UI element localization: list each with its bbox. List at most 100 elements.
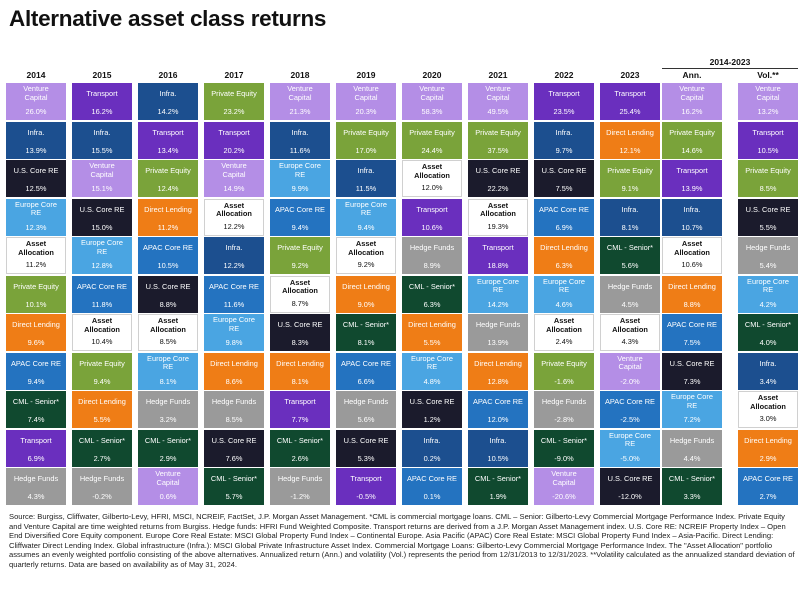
cell-2023-europe-core-re: Europe Core RE -5.0% — [600, 429, 660, 467]
cell-label: Hedge Funds — [13, 474, 59, 483]
cell-2023-infra: Infra. 8.1% — [600, 198, 660, 236]
cell-label: Europe Core RE — [213, 315, 255, 333]
cell-value: 2.4% — [555, 337, 573, 347]
cell-value: 8.5% — [159, 337, 177, 347]
cell-value: 6.3% — [423, 299, 441, 309]
cell-2021-cml-senior: CML - Senior* 1.9% — [468, 468, 528, 505]
cell-value: 2.9% — [159, 453, 177, 463]
cell-2022-cml-senior: CML - Senior* -9.0% — [534, 429, 594, 467]
cell-value: 8.8% — [159, 299, 177, 309]
cell-2015-venture-capital: Venture Capital 15.1% — [72, 160, 132, 197]
cell-label: Venture Capital — [617, 353, 643, 372]
cell-2020-private-equity: Private Equity 24.4% — [402, 121, 462, 159]
cell-label: CML - Senior* — [744, 320, 792, 329]
cell-2019-apac-core-re: APAC Core RE 6.6% — [336, 352, 396, 390]
cell-2022-apac-core-re: APAC Core RE 6.9% — [534, 198, 594, 236]
cell-2019-direct-lending: Direct Lending 9.0% — [336, 275, 396, 313]
cell-value: 11.2% — [157, 222, 179, 232]
returns-grid: 2014 Venture Capital 26.0% Infra. 13.9% U.S. … — [6, 70, 798, 505]
cell-label: Europe Core RE — [411, 353, 453, 372]
cell-2022-direct-lending: Direct Lending 6.3% — [534, 237, 594, 274]
cell-2015-cml-senior: CML - Senior* 2.7% — [72, 429, 132, 467]
cell-label: Hedge Funds — [745, 243, 791, 252]
cell-value: 3.4% — [759, 376, 777, 386]
cell-2020-transport: Transport 10.6% — [402, 198, 462, 236]
cell-2021-hedge-funds: Hedge Funds 13.9% — [468, 314, 528, 351]
cell-value: -2.5% — [620, 415, 640, 425]
cell-label: Private Equity — [79, 358, 125, 368]
cell-value: 11.2% — [25, 260, 47, 270]
cell-2022-infra: Infra. 9.7% — [534, 121, 594, 159]
cell-value: 8.9% — [423, 261, 441, 271]
cell-2015-europe-core-re: Europe Core RE 12.8% — [72, 237, 132, 274]
cell-label: U.S. Core RE — [475, 166, 521, 175]
cell-2021-europe-core-re: Europe Core RE 14.2% — [468, 275, 528, 313]
cell-label: U.S. Core RE — [277, 320, 323, 329]
cell-label: Asset Allocation — [546, 316, 582, 334]
cell-label: Transport — [752, 127, 784, 137]
cell-2018-hedge-funds: Hedge Funds -1.2% — [270, 468, 330, 505]
cell-2020-venture-capital: Venture Capital 58.3% — [402, 83, 462, 120]
cell-label: Hedge Funds — [277, 474, 323, 483]
cell-label: Asset Allocation — [750, 393, 786, 411]
cell-label: Venture Capital — [287, 84, 313, 102]
cell-label: Europe Core RE — [279, 161, 321, 179]
cell-2015-u-s-core-re: U.S. Core RE 15.0% — [72, 198, 132, 236]
cell-label: Hedge Funds — [211, 397, 257, 406]
cell-2015-asset-allocation: Asset Allocation 10.4% — [72, 314, 132, 351]
cell-label: Transport — [86, 89, 118, 98]
cell-label: Hedge Funds — [343, 397, 389, 406]
cell-2017-direct-lending: Direct Lending 8.6% — [204, 352, 264, 390]
cell-value: 8.7% — [291, 298, 309, 308]
cell-2015-private-equity: Private Equity 9.4% — [72, 352, 132, 390]
cell-value: 6.3% — [555, 261, 573, 271]
cell-2015-infra: Infra. 15.5% — [72, 121, 132, 159]
cell-label: Venture Capital — [485, 84, 511, 102]
cell-value: 23.2% — [223, 107, 245, 117]
cell-2016-transport: Transport 13.4% — [138, 121, 198, 159]
cell-value: 12.2% — [223, 261, 245, 271]
cell-label: Direct Lending — [144, 204, 192, 214]
cell-2022-transport: Transport 23.5% — [534, 83, 594, 120]
cell-2014-infra: Infra. 13.9% — [6, 121, 66, 159]
cell-value: 10.7% — [681, 222, 703, 232]
cell-2018-venture-capital: Venture Capital 21.3% — [270, 83, 330, 120]
cell-2016-direct-lending: Direct Lending 11.2% — [138, 198, 198, 236]
cell-2018-cml-senior: CML - Senior* 2.6% — [270, 429, 330, 467]
cell-value: 10.6% — [421, 222, 443, 232]
cell-2023-asset-allocation: Asset Allocation 4.3% — [600, 314, 660, 351]
column-header-2014: 2014 — [26, 70, 46, 80]
cell-value: 10.5% — [757, 145, 779, 155]
cell-value: 8.5% — [759, 184, 777, 194]
cell-2023-cml-senior: CML - Senior* 5.6% — [600, 237, 660, 274]
cell-value: 5.6% — [357, 415, 375, 425]
cell-value: 13.2% — [757, 107, 779, 117]
cell-2019-infra: Infra. 11.5% — [336, 160, 396, 197]
cell-label: Infra. — [27, 127, 45, 137]
cell-2014-apac-core-re: APAC Core RE 9.4% — [6, 352, 66, 390]
cell-value: 7.4% — [27, 415, 45, 425]
cell-2019-venture-capital: Venture Capital 20.3% — [336, 83, 396, 120]
cell-value: 12.0% — [487, 415, 509, 425]
cell-label: Private Equity — [541, 358, 587, 368]
cell-label: Asset Allocation — [216, 200, 252, 219]
cell-label: U.S. Core RE — [13, 166, 59, 175]
cell-2020-cml-senior: CML - Senior* 6.3% — [402, 275, 462, 313]
cell-vol-direct-lending: Direct Lending 2.9% — [738, 429, 798, 467]
cell-label: Direct Lending — [408, 320, 456, 329]
cell-label: Infra. — [93, 127, 111, 137]
cell-2018-transport: Transport 7.7% — [270, 391, 330, 428]
cell-label: Direct Lending — [210, 358, 258, 368]
cell-vol-cml-senior: CML - Senior* 4.0% — [738, 314, 798, 351]
cell-value: 9.8% — [225, 338, 243, 348]
cell-label: Asset Allocation — [414, 162, 450, 180]
cell-value: 8.5% — [225, 415, 243, 425]
cell-label: Private Equity — [343, 127, 389, 137]
cell-2018-u-s-core-re: U.S. Core RE 8.3% — [270, 314, 330, 351]
cell-2021-apac-core-re: APAC Core RE 12.0% — [468, 391, 528, 428]
cell-ann-europe-core-re: Europe Core RE 7.2% — [662, 391, 722, 428]
cell-2023-direct-lending: Direct Lending 12.1% — [600, 121, 660, 159]
cell-value: 12.8% — [487, 376, 509, 386]
cell-value: 4.0% — [759, 338, 777, 348]
cell-label: Direct Lending — [12, 320, 60, 329]
